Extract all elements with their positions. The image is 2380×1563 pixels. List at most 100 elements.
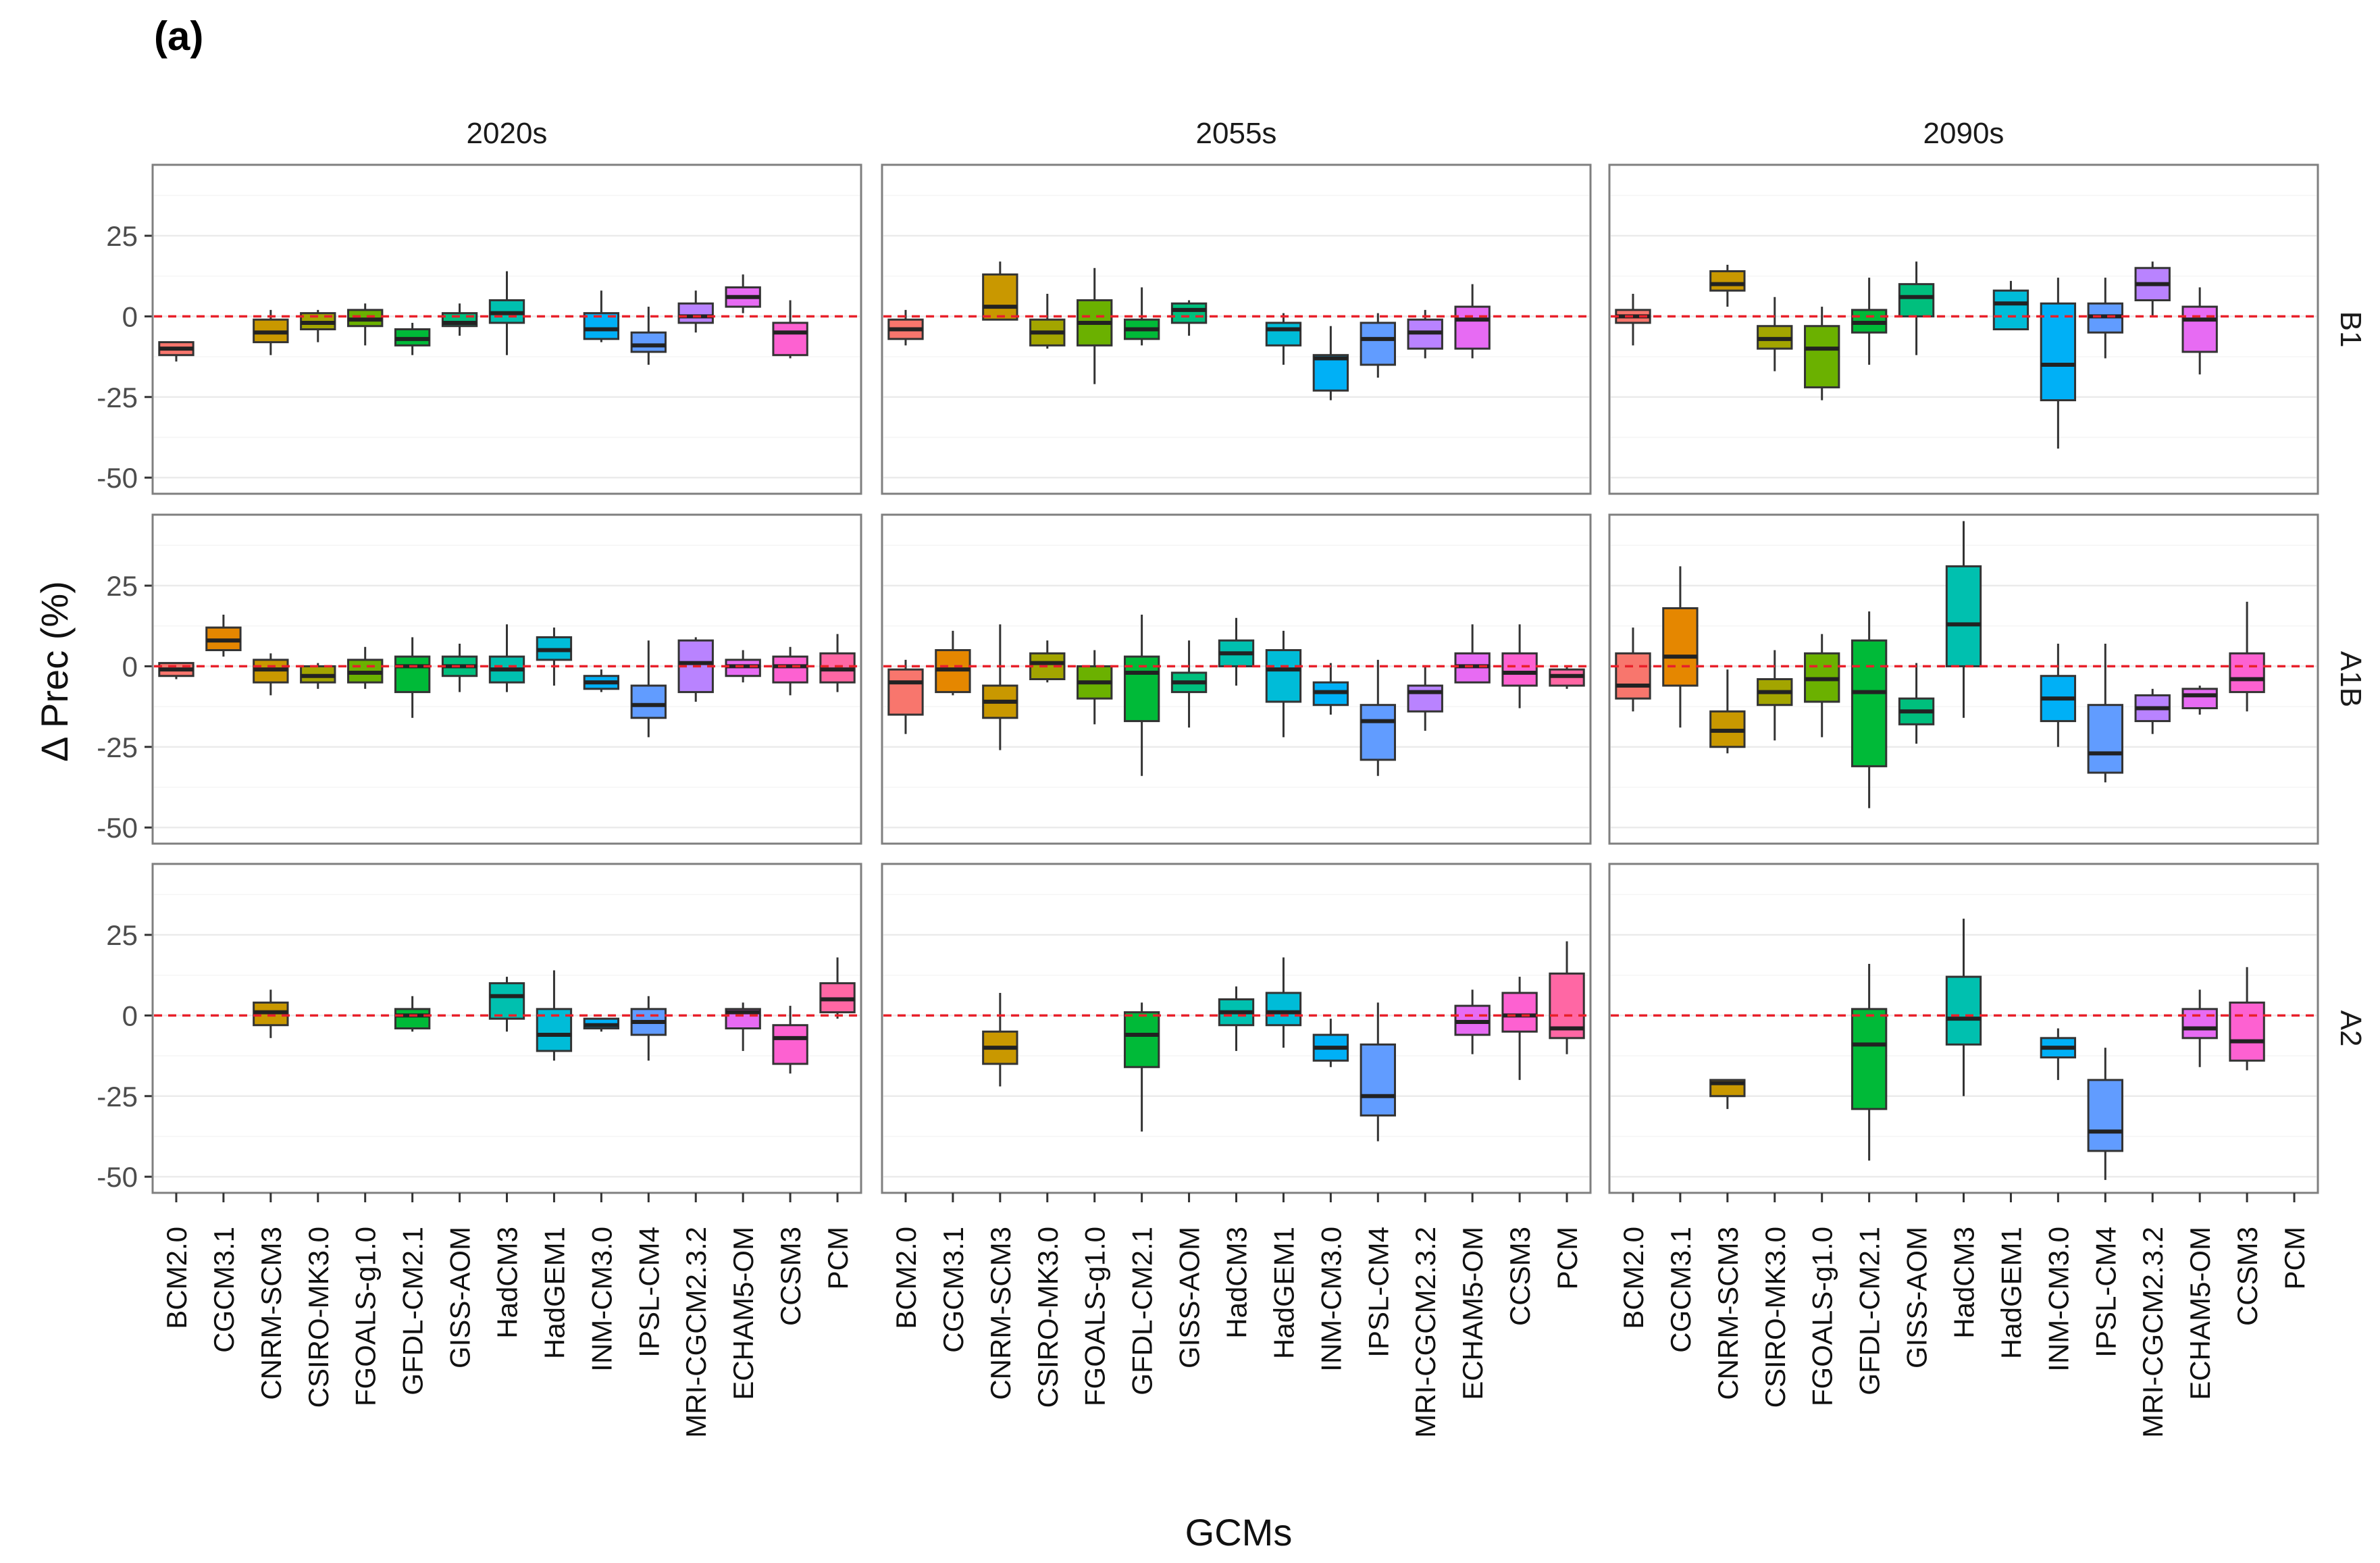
box-MRI-CGCM2.3.2 — [1407, 309, 1443, 359]
iqr-box — [1992, 289, 2029, 330]
x-tick-label: CSIRO-MK3.0 — [303, 1227, 334, 1408]
x-tick-label: ECHAM5-OM — [727, 1227, 759, 1400]
iqr-box — [1898, 283, 1935, 317]
panel-A1B-2020s — [151, 513, 862, 845]
box-INM-CM3.0 — [583, 669, 620, 692]
y-tick-label: -50 — [97, 462, 138, 494]
iqr-box — [2229, 652, 2265, 694]
box-IPSL-CM4 — [630, 996, 667, 1061]
iqr-box — [1407, 684, 1443, 713]
iqr-box — [630, 684, 667, 719]
box-IPSL-CM4 — [2087, 1048, 2123, 1180]
iqr-box — [1312, 354, 1349, 392]
box-HadCM3 — [1218, 617, 1255, 686]
iqr-box — [394, 655, 431, 694]
box-CNRM-SCM3 — [253, 990, 289, 1038]
period-strip-label: 2090s — [1923, 117, 2004, 150]
box-HadCM3 — [1218, 986, 1255, 1051]
iqr-box — [1360, 704, 1396, 761]
y-tick-label: 0 — [122, 301, 138, 332]
box-CGCM3.1 — [205, 615, 242, 657]
box-MRI-CGCM2.3.2 — [2134, 261, 2171, 317]
box-CSIRO-MK3.0 — [1029, 293, 1066, 349]
panel-A1B-2055s — [881, 513, 1592, 845]
box-INM-CM3.0 — [1312, 1019, 1349, 1067]
iqr-box — [1360, 1043, 1396, 1117]
box-ECHAM5-OM — [1454, 990, 1491, 1054]
x-tick-label: FGOALS-g1.0 — [1079, 1227, 1111, 1406]
x-tick-label: GISS-AOM — [444, 1227, 476, 1368]
box-GFDL-CM2.1 — [1851, 611, 1888, 809]
x-tick-label: HadGEM1 — [1268, 1227, 1299, 1359]
panel-A2-2055s — [881, 863, 1592, 1194]
box-FGOALS-g1.0 — [347, 646, 384, 689]
box-IPSL-CM4 — [1360, 313, 1396, 378]
x-tick-label: PCM — [2279, 1227, 2310, 1289]
box-CNRM-SCM3 — [1709, 669, 1746, 754]
y-tick-label: -25 — [97, 1081, 138, 1112]
iqr-box — [2229, 1001, 2265, 1062]
x-tick-label: BCM2.0 — [890, 1227, 922, 1329]
y-tick-label: 25 — [106, 220, 138, 252]
x-tick-label: MRI-CGCM2.3.2 — [680, 1227, 712, 1438]
y-tick-label: -25 — [97, 732, 138, 763]
x-tick-label: CNRM-SCM3 — [1712, 1227, 1744, 1400]
box-CCSM3 — [772, 646, 808, 696]
period-strip-label: 2020s — [467, 117, 548, 150]
box-INM-CM3.0 — [1312, 326, 1349, 401]
box-INM-CM3.0 — [583, 1017, 620, 1032]
iqr-box — [1945, 975, 1982, 1046]
box-FGOALS-g1.0 — [1077, 267, 1113, 384]
box-ECHAM5-OM — [2181, 287, 2218, 375]
scenario-strip-label: B1 — [2334, 311, 2367, 348]
box-IPSL-CM4 — [630, 640, 667, 738]
x-tick-label: CNRM-SCM3 — [255, 1227, 287, 1400]
x-tick-label: CCSM3 — [2231, 1227, 2263, 1326]
x-tick-label: MRI-CGCM2.3.2 — [1409, 1227, 1441, 1438]
y-tick-label: 0 — [122, 650, 138, 682]
iqr-box — [1615, 652, 1651, 700]
x-tick-label: GFDL-CM2.1 — [1854, 1227, 1886, 1395]
box-GISS-AOM — [1170, 300, 1208, 336]
y-tick-label: 25 — [106, 570, 138, 602]
box-CCSM3 — [1501, 977, 1538, 1080]
box-IPSL-CM4 — [1360, 659, 1396, 776]
x-tick-label: CNRM-SCM3 — [985, 1227, 1016, 1400]
x-tick-label: HadGEM1 — [1995, 1227, 2027, 1359]
iqr-box — [772, 322, 808, 357]
box-FGOALS-g1.0 — [1804, 307, 1840, 401]
box-ECHAM5-OM — [725, 274, 761, 313]
panel-B1-2055s — [881, 163, 1592, 495]
box-FGOALS-g1.0 — [1077, 650, 1113, 725]
box-CGCM3.1 — [1662, 566, 1699, 728]
x-tick-label: ECHAM5-OM — [2184, 1227, 2216, 1400]
box-CGCM3.1 — [935, 630, 971, 696]
box-IPSL-CM4 — [1360, 1002, 1396, 1142]
box-CSIRO-MK3.0 — [1757, 297, 1793, 371]
x-tick-label: CGCM3.1 — [208, 1227, 240, 1353]
y-tick-label: -25 — [97, 382, 138, 413]
box-PCM — [819, 634, 856, 692]
box-HadCM3 — [488, 977, 525, 1032]
iqr-box — [1804, 325, 1840, 388]
box-MRI-CGCM2.3.2 — [1407, 666, 1443, 731]
iqr-box — [1265, 992, 1302, 1027]
iqr-box — [1709, 270, 1746, 292]
iqr-box — [1123, 1011, 1160, 1069]
box-INM-CM3.0 — [2040, 1028, 2077, 1080]
box-CNRM-SCM3 — [253, 309, 289, 355]
iqr-box — [2087, 704, 2123, 774]
box-CCSM3 — [2229, 601, 2265, 712]
box-FGOALS-g1.0 — [347, 303, 384, 346]
x-tick-label: CGCM3.1 — [1665, 1227, 1697, 1353]
panel-tag: (a) — [154, 14, 203, 59]
box-MRI-CGCM2.3.2 — [677, 637, 714, 702]
x-tick-label: IPSL-CM4 — [633, 1227, 665, 1358]
box-HadCM3 — [488, 271, 525, 355]
panel-B1-2090s — [1608, 163, 2319, 495]
box-CNRM-SCM3 — [1709, 265, 1746, 307]
x-tick-label: HadCM3 — [492, 1227, 523, 1339]
box-FGOALS-g1.0 — [1804, 634, 1840, 738]
box-GISS-AOM — [1898, 261, 1935, 355]
